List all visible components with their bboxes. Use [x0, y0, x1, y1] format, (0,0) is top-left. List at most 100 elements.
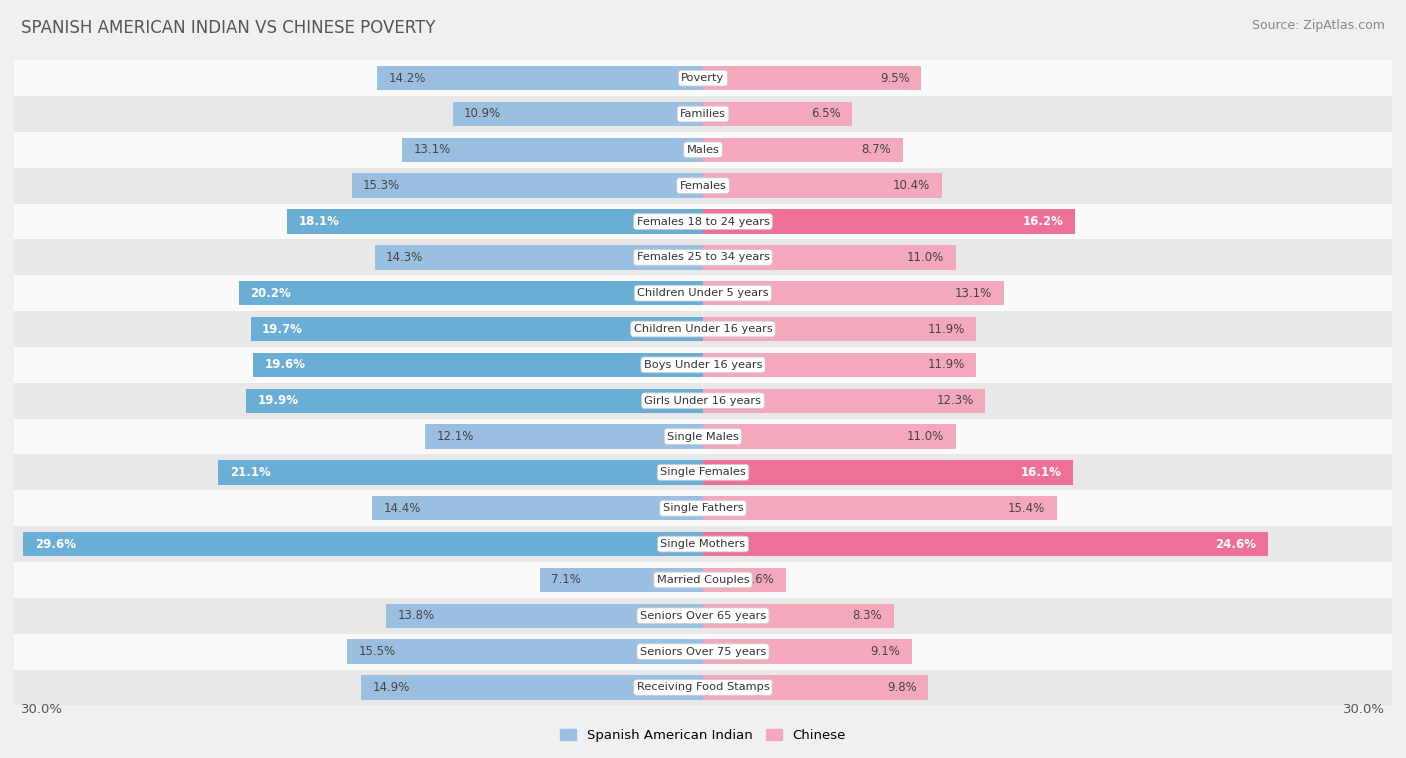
Bar: [253, 352, 703, 377]
Bar: [14, 240, 1392, 275]
Bar: [14, 132, 1392, 168]
Bar: [402, 138, 703, 162]
Text: Single Mothers: Single Mothers: [661, 539, 745, 549]
Bar: [703, 424, 956, 449]
Bar: [703, 174, 942, 198]
Bar: [24, 532, 703, 556]
Text: 14.9%: 14.9%: [373, 681, 409, 694]
Bar: [703, 317, 976, 341]
Bar: [703, 460, 1073, 484]
Text: 15.3%: 15.3%: [363, 179, 401, 193]
Bar: [14, 634, 1392, 669]
Bar: [373, 496, 703, 521]
Text: 12.3%: 12.3%: [936, 394, 974, 407]
Bar: [14, 455, 1392, 490]
Bar: [425, 424, 703, 449]
Bar: [703, 675, 928, 700]
Bar: [703, 66, 921, 90]
Text: 20.2%: 20.2%: [250, 287, 291, 299]
Text: SPANISH AMERICAN INDIAN VS CHINESE POVERTY: SPANISH AMERICAN INDIAN VS CHINESE POVER…: [21, 19, 436, 37]
Bar: [352, 174, 703, 198]
Text: Receiving Food Stamps: Receiving Food Stamps: [637, 682, 769, 692]
Bar: [453, 102, 703, 126]
Text: 11.0%: 11.0%: [907, 251, 945, 264]
Bar: [239, 281, 703, 305]
Bar: [387, 603, 703, 628]
Text: 16.2%: 16.2%: [1022, 215, 1063, 228]
Text: 6.5%: 6.5%: [811, 108, 841, 121]
Text: 9.1%: 9.1%: [870, 645, 900, 658]
Text: 9.5%: 9.5%: [880, 72, 910, 85]
Text: 11.0%: 11.0%: [907, 430, 945, 443]
Text: 24.6%: 24.6%: [1215, 537, 1257, 550]
Text: 19.9%: 19.9%: [257, 394, 298, 407]
Bar: [14, 669, 1392, 706]
Text: 14.2%: 14.2%: [388, 72, 426, 85]
Text: Married Couples: Married Couples: [657, 575, 749, 585]
Bar: [287, 209, 703, 233]
Text: 10.4%: 10.4%: [893, 179, 931, 193]
Bar: [374, 245, 703, 270]
Text: Girls Under 16 years: Girls Under 16 years: [644, 396, 762, 406]
Bar: [703, 389, 986, 413]
Bar: [703, 352, 976, 377]
Text: 9.8%: 9.8%: [887, 681, 917, 694]
Text: 19.6%: 19.6%: [264, 359, 305, 371]
Text: Seniors Over 65 years: Seniors Over 65 years: [640, 611, 766, 621]
Text: 10.9%: 10.9%: [464, 108, 502, 121]
Text: Females: Females: [679, 180, 727, 191]
Bar: [14, 204, 1392, 240]
Text: 7.1%: 7.1%: [551, 573, 581, 587]
Text: Source: ZipAtlas.com: Source: ZipAtlas.com: [1251, 19, 1385, 32]
Bar: [246, 389, 703, 413]
Bar: [14, 60, 1392, 96]
Text: Single Males: Single Males: [666, 431, 740, 442]
Bar: [703, 281, 1004, 305]
Text: 29.6%: 29.6%: [35, 537, 76, 550]
Text: Males: Males: [686, 145, 720, 155]
Bar: [14, 418, 1392, 455]
Bar: [14, 311, 1392, 347]
Text: Children Under 5 years: Children Under 5 years: [637, 288, 769, 298]
Text: 15.5%: 15.5%: [359, 645, 395, 658]
Bar: [377, 66, 703, 90]
Text: Seniors Over 75 years: Seniors Over 75 years: [640, 647, 766, 656]
Bar: [14, 383, 1392, 418]
Text: 14.4%: 14.4%: [384, 502, 422, 515]
Bar: [703, 532, 1268, 556]
Text: 13.1%: 13.1%: [413, 143, 451, 156]
Text: 13.8%: 13.8%: [398, 609, 434, 622]
Text: 21.1%: 21.1%: [231, 466, 271, 479]
Bar: [361, 675, 703, 700]
Bar: [14, 168, 1392, 204]
Bar: [250, 317, 703, 341]
Bar: [14, 275, 1392, 311]
Bar: [14, 96, 1392, 132]
Text: 12.1%: 12.1%: [437, 430, 474, 443]
Bar: [14, 490, 1392, 526]
Text: 8.7%: 8.7%: [862, 143, 891, 156]
Text: Boys Under 16 years: Boys Under 16 years: [644, 360, 762, 370]
Legend: Spanish American Indian, Chinese: Spanish American Indian, Chinese: [555, 724, 851, 747]
Text: 11.9%: 11.9%: [928, 323, 965, 336]
Text: 3.6%: 3.6%: [744, 573, 775, 587]
Bar: [14, 598, 1392, 634]
Bar: [14, 562, 1392, 598]
Text: 30.0%: 30.0%: [21, 703, 63, 716]
Text: 18.1%: 18.1%: [299, 215, 340, 228]
Bar: [703, 568, 786, 592]
Bar: [14, 526, 1392, 562]
Bar: [703, 245, 956, 270]
Bar: [347, 640, 703, 664]
Bar: [703, 138, 903, 162]
Text: Single Fathers: Single Fathers: [662, 503, 744, 513]
Text: 11.9%: 11.9%: [928, 359, 965, 371]
Text: Single Females: Single Females: [661, 468, 745, 478]
Text: 30.0%: 30.0%: [1343, 703, 1385, 716]
Text: 15.4%: 15.4%: [1008, 502, 1045, 515]
Text: Poverty: Poverty: [682, 74, 724, 83]
Bar: [703, 640, 912, 664]
Text: 19.7%: 19.7%: [262, 323, 302, 336]
Text: 8.3%: 8.3%: [852, 609, 882, 622]
Text: Families: Families: [681, 109, 725, 119]
